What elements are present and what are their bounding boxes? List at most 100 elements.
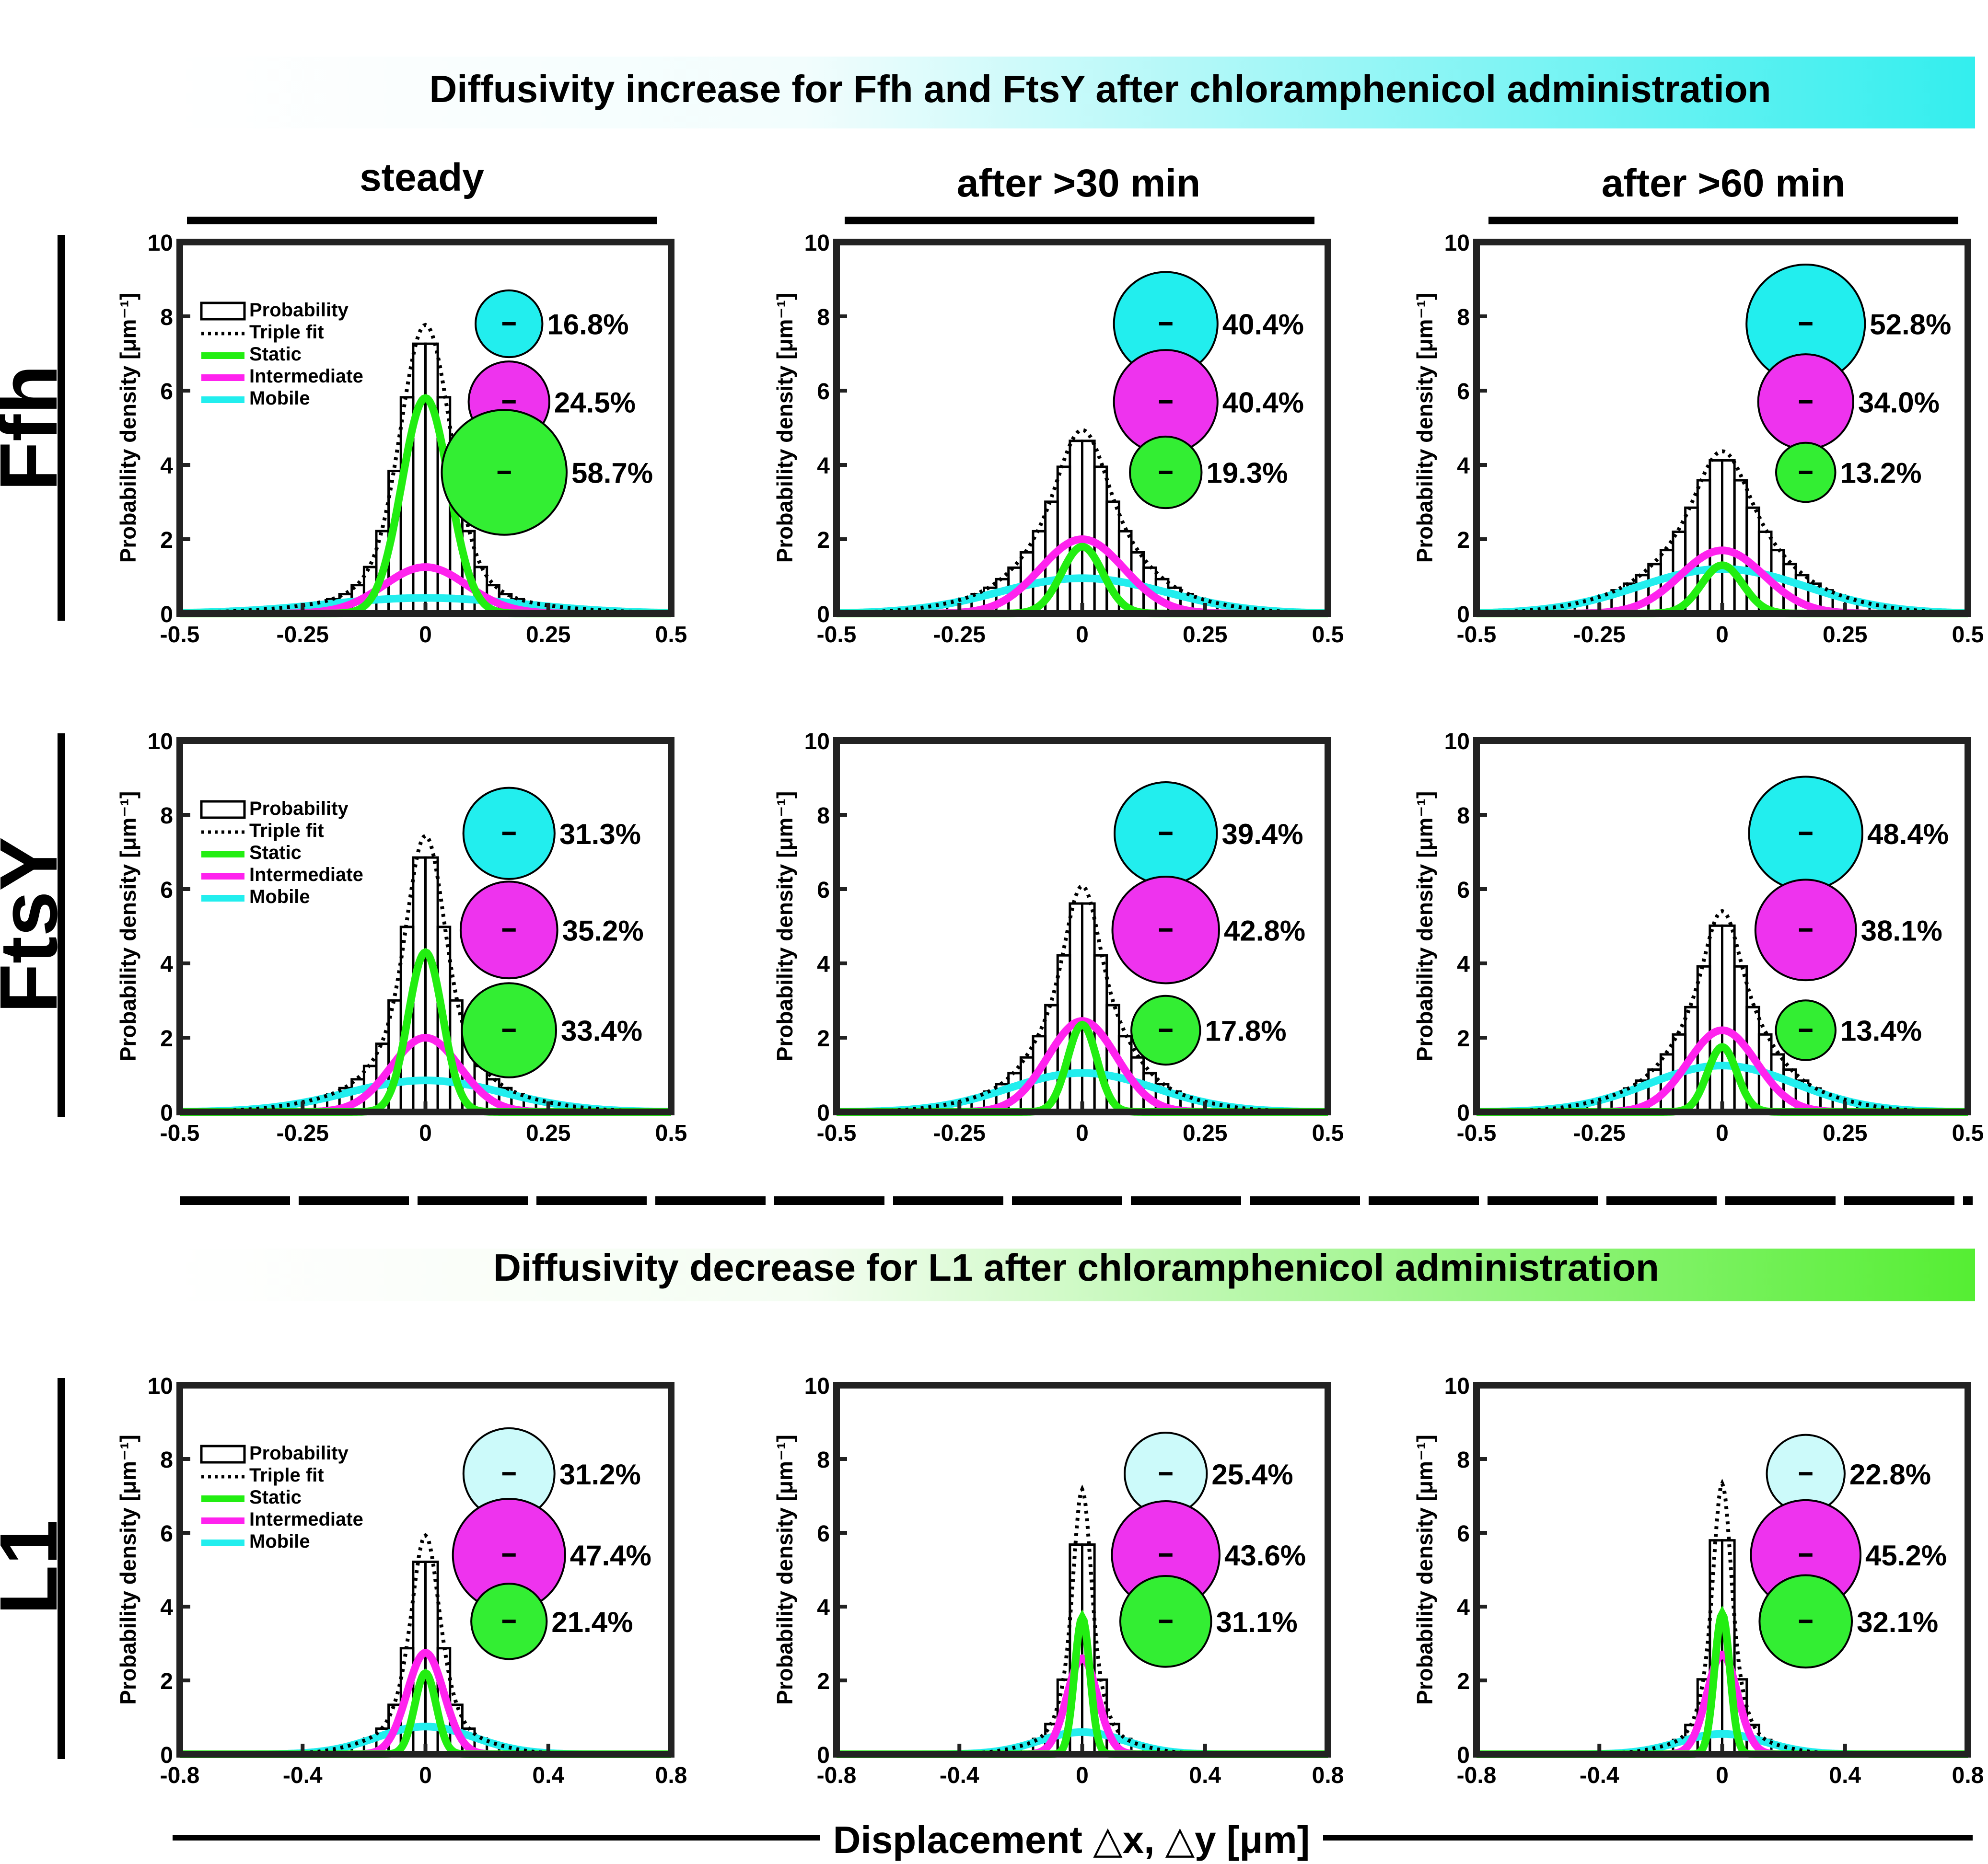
- y-axis-label: Probability density [μm⁻¹]: [1412, 1435, 1437, 1705]
- y-tick-label: 4: [160, 1595, 173, 1621]
- x-tick-label: 0.5: [1312, 622, 1344, 648]
- y-tick-label: 6: [160, 379, 173, 405]
- histogram-bar: [424, 342, 439, 615]
- fraction-label-intermediate: 42.8%: [1224, 915, 1305, 947]
- y-tick-label: 4: [1457, 952, 1470, 977]
- triple-fit-curve: [1476, 449, 1968, 615]
- fraction-label-intermediate: 45.2%: [1865, 1540, 1947, 1572]
- x-tick-label: -0.5: [160, 622, 200, 648]
- y-tick-label: 2: [1457, 1026, 1470, 1052]
- column-title-steady: steady: [360, 156, 484, 199]
- y-tick-label: 10: [148, 231, 173, 256]
- x-tick-label: -0.8: [817, 1763, 857, 1788]
- global-x-axis-label: Displacement △x, △y [μm]: [833, 1818, 1310, 1861]
- legend-label: Intermediate: [249, 1509, 363, 1530]
- histogram-bar: [1069, 902, 1083, 1113]
- panel-l1-60: 0 2 4 6 8 10 -0.8 -0.4 0 0.4 0.8 Probability densit…: [1412, 1374, 1984, 1788]
- x-tick-label: 0.5: [655, 622, 687, 648]
- y-tick-label: 8: [817, 803, 830, 829]
- y-axis-label: Probability density [μm⁻¹]: [772, 1435, 797, 1705]
- y-tick-label: 8: [160, 305, 173, 330]
- y-tick-label: 4: [1457, 453, 1470, 479]
- x-tick-label: 0.8: [655, 1763, 687, 1788]
- y-tick-label: 10: [804, 1374, 830, 1399]
- y-tick-label: 0: [817, 1100, 830, 1126]
- x-tick-label: -0.25: [933, 622, 986, 648]
- fraction-label-static: 19.3%: [1206, 457, 1288, 489]
- fraction-label-static: 33.4%: [561, 1015, 642, 1047]
- legend-swatch-probability: [200, 800, 246, 819]
- y-tick-label: 10: [1444, 729, 1470, 754]
- x-tick-label: -0.25: [277, 622, 329, 648]
- y-tick-label: 10: [804, 231, 830, 256]
- y-tick-label: 4: [1457, 1595, 1470, 1621]
- y-tick-label: 6: [1457, 878, 1470, 903]
- triple-fit-curve: [180, 1533, 671, 1756]
- fraction-label-mobile: 40.4%: [1222, 309, 1304, 341]
- legend-label: Static: [249, 344, 302, 365]
- banner-bottom-background: [173, 1249, 1975, 1301]
- x-tick-label: -0.5: [1457, 622, 1497, 648]
- x-tick-label: 0: [419, 1763, 432, 1788]
- x-tick-label: -0.8: [160, 1763, 200, 1788]
- y-tick-label: 10: [148, 1374, 173, 1399]
- x-tick-label: -0.4: [283, 1763, 323, 1788]
- fraction-label-static: 13.4%: [1840, 1015, 1922, 1047]
- y-tick-label: 4: [817, 952, 830, 977]
- y-tick-label: 2: [817, 1026, 830, 1052]
- legend-label: Intermediate: [249, 864, 363, 885]
- x-tick-label: 0.5: [1952, 622, 1984, 648]
- panel-ffh-60: 0 2 4 6 8 10 -0.5 -0.25 0 0.25 0.5 Probability dens…: [1412, 231, 1984, 648]
- y-tick-label: 6: [1457, 379, 1470, 405]
- legend-label: Triple fit: [249, 820, 324, 841]
- mobile-curve: [1476, 1062, 1968, 1116]
- y-axis-label: Probability density [μm⁻¹]: [772, 791, 797, 1062]
- legend-label: Intermediate: [249, 366, 363, 387]
- y-tick-label: 10: [1444, 231, 1470, 256]
- x-tick-label: 0.4: [1189, 1763, 1221, 1788]
- triple-fit-curve: [837, 1484, 1328, 1756]
- legend-label: Mobile: [249, 388, 310, 409]
- x-tick-label: -0.5: [817, 1121, 857, 1146]
- y-tick-label: 0: [160, 1100, 173, 1126]
- y-tick-label: 6: [160, 878, 173, 903]
- fraction-label-intermediate: 38.1%: [1861, 915, 1942, 947]
- x-tick-label: -0.4: [1580, 1763, 1619, 1788]
- x-tick-label: 0: [1076, 1121, 1089, 1146]
- fraction-label-intermediate: 40.4%: [1222, 386, 1304, 418]
- fraction-label-intermediate: 24.5%: [554, 386, 636, 418]
- y-tick-label: 0: [160, 1743, 173, 1768]
- x-tick-label: 0: [1076, 1763, 1089, 1788]
- y-tick-label: 6: [160, 1521, 173, 1547]
- y-tick-label: 8: [160, 803, 173, 829]
- x-tick-label: 0.8: [1312, 1763, 1344, 1788]
- banner-top-title: Diffusivity increase for Ffh and FtsY af…: [429, 68, 1771, 110]
- y-tick-label: 10: [148, 729, 173, 754]
- x-tick-label: -0.25: [933, 1121, 986, 1146]
- x-tick-label: -0.25: [277, 1121, 329, 1146]
- mobile-curve: [179, 594, 672, 617]
- legend-label: Probability: [249, 300, 349, 321]
- fraction-label-mobile: 52.8%: [1870, 309, 1951, 341]
- fraction-label-static: 32.1%: [1857, 1606, 1938, 1638]
- x-tick-label: 0.4: [532, 1763, 564, 1788]
- legend-label: Mobile: [249, 1531, 310, 1552]
- y-tick-label: 2: [817, 1669, 830, 1694]
- panel-ffh-30: 0 2 4 6 8 10 -0.5 -0.25 0 0.25 0.5 Probability dens…: [772, 231, 1344, 648]
- fraction-label-static: 21.4%: [551, 1606, 633, 1638]
- banner-top-background: [173, 57, 1975, 128]
- histogram-bar: [1721, 924, 1736, 1113]
- y-tick-label: 10: [1444, 1374, 1470, 1399]
- y-tick-label: 10: [804, 729, 830, 754]
- histogram-bar: [1709, 924, 1723, 1113]
- y-tick-label: 2: [817, 528, 830, 553]
- y-tick-label: 6: [1457, 1521, 1470, 1547]
- x-tick-label: -0.8: [1457, 1763, 1497, 1788]
- fraction-label-mobile: 22.8%: [1849, 1459, 1931, 1491]
- x-tick-label: 0: [1716, 622, 1729, 648]
- fraction-label-intermediate: 34.0%: [1858, 386, 1940, 418]
